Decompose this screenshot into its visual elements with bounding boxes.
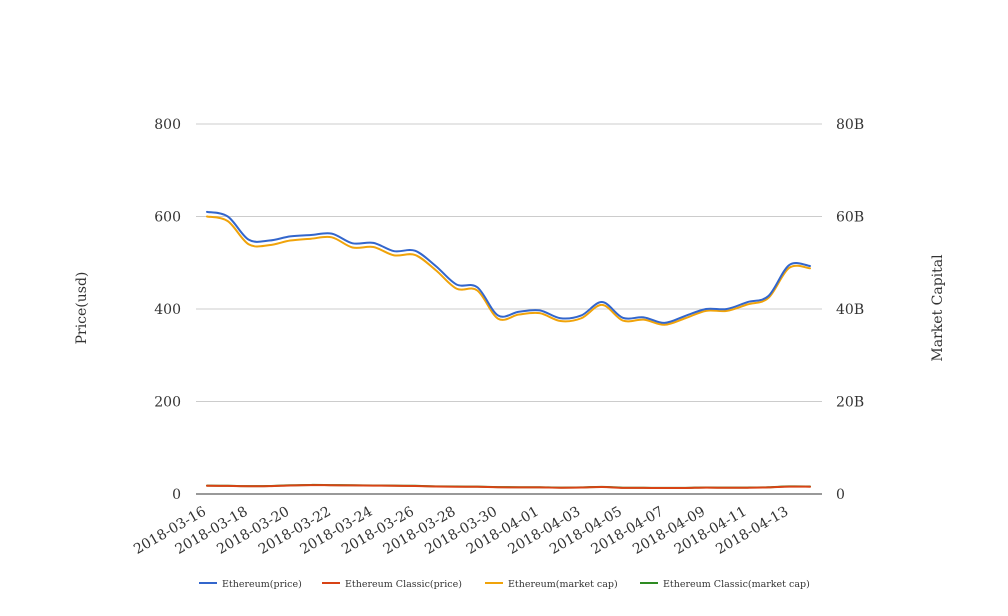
left-axis-title: Price(usd) <box>74 272 90 345</box>
left-tick-label: 200 <box>154 395 181 411</box>
right-axis-title: Market Capital <box>930 254 946 362</box>
right-tick-label: 60B <box>836 210 864 226</box>
series-line-ethereum-price <box>206 210 811 324</box>
legend-label: Ethereum(market cap) <box>508 579 618 590</box>
series-lines <box>206 210 811 490</box>
legend-label: Ethereum(price) <box>222 579 302 590</box>
right-tick-label: 80B <box>836 117 864 133</box>
legend-label: Ethereum Classic(market cap) <box>663 579 810 590</box>
right-tick-label: 40B <box>836 302 864 318</box>
left-tick-label: 400 <box>154 302 181 318</box>
right-axis-ticks: 0 20B 40B 60B 80B <box>836 117 864 503</box>
right-tick-label: 0 <box>836 487 845 503</box>
left-axis-ticks: 0 200 400 600 800 <box>154 117 181 503</box>
legend-label: Ethereum Classic(price) <box>345 579 462 590</box>
gridlines <box>196 123 822 495</box>
series-line-ethereum-market-cap <box>206 215 811 326</box>
left-tick-label: 800 <box>154 117 181 133</box>
left-tick-label: 0 <box>172 487 181 503</box>
series-line-ethereum-classic-price <box>206 484 811 490</box>
left-tick-label: 600 <box>154 210 181 226</box>
legend: Ethereum(price) Ethereum Classic(price) Et… <box>199 579 810 590</box>
x-axis-ticks: 2018-03-162018-03-182018-03-202018-03-22… <box>131 504 791 558</box>
right-tick-label: 20B <box>836 395 864 411</box>
